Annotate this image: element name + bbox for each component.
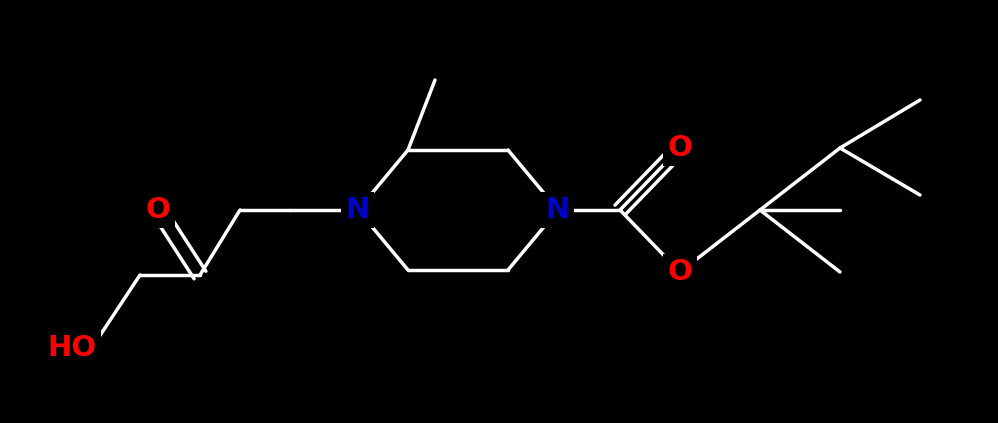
Text: O: O: [146, 196, 171, 224]
Text: N: N: [346, 196, 370, 224]
Text: N: N: [546, 196, 570, 224]
Text: O: O: [668, 134, 693, 162]
Text: O: O: [668, 258, 693, 286]
Text: HO: HO: [48, 334, 97, 362]
